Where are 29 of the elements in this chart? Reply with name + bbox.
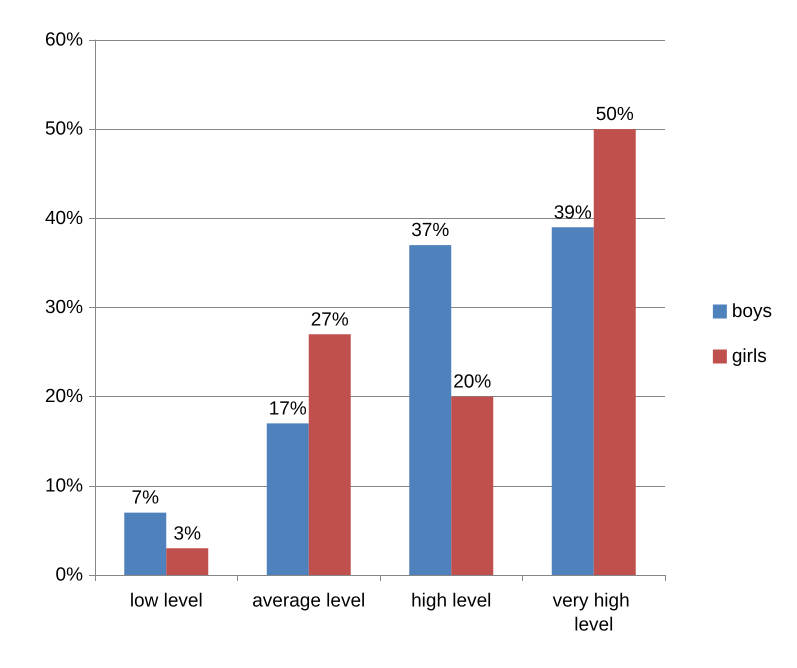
x-tick-label: very high level [552,590,635,636]
legend-label: girls [732,346,767,367]
y-tick-label: 60% [44,30,84,50]
y-tick-label: 50% [44,118,84,140]
data-label: 27% [310,309,349,330]
bar [409,245,452,575]
data-label: 39% [554,202,592,224]
data-label: 3% [174,523,202,544]
data-label: 17% [268,398,307,420]
bar [166,548,208,575]
x-tick-label: high level [411,590,492,612]
data-label: 20% [453,372,492,393]
y-tick-label: 0% [56,564,84,586]
bar [594,129,636,575]
y-tick-label: 30% [44,297,84,318]
data-label: 37% [411,220,450,242]
y-tick-label: 40% [44,208,84,229]
x-tick-label: low level [130,590,203,612]
x-tick-label: average level [252,590,366,612]
legend-label: boys [732,301,772,322]
bar [266,423,309,575]
y-tick-label: 20% [44,386,84,408]
bar [124,512,166,575]
bar [308,334,351,575]
bar [451,396,494,575]
data-label: 50% [596,104,634,126]
bar [552,227,594,575]
y-tick-label: 10% [44,475,84,496]
data-label: 7% [132,488,160,509]
